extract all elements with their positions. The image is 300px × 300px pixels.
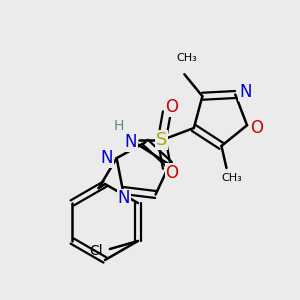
Text: CH₃: CH₃ — [221, 173, 242, 183]
Text: S: S — [156, 131, 167, 149]
Text: O: O — [165, 164, 178, 182]
Text: Cl: Cl — [89, 244, 103, 258]
Text: N: N — [118, 190, 130, 208]
Text: O: O — [165, 98, 178, 116]
Text: N: N — [124, 133, 137, 151]
Text: H: H — [114, 119, 124, 133]
Text: N: N — [100, 149, 113, 167]
Text: O: O — [250, 119, 263, 137]
Text: CH₃: CH₃ — [176, 53, 197, 63]
Text: N: N — [239, 82, 251, 100]
